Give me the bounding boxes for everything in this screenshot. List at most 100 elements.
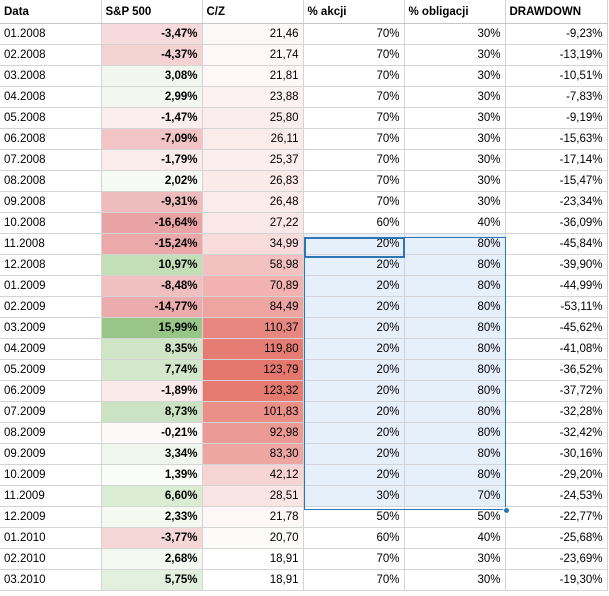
cell-obligacji[interactable]: 30% xyxy=(404,44,506,66)
cell-date[interactable]: 02.2009 xyxy=(0,296,102,318)
cell-drawdown[interactable]: -23,69% xyxy=(505,548,608,570)
cell-cz[interactable]: 26,83 xyxy=(202,170,304,192)
cell-drawdown[interactable]: -36,09% xyxy=(505,212,608,234)
cell-cz[interactable]: 27,22 xyxy=(202,212,304,234)
cell-obligacji[interactable]: 80% xyxy=(404,275,506,297)
cell-drawdown[interactable]: -9,23% xyxy=(505,23,608,45)
cell-sp500[interactable]: 3,34% xyxy=(101,443,203,465)
header-akcji[interactable]: % akcji xyxy=(303,0,405,24)
cell-date[interactable]: 11.2008 xyxy=(0,233,102,255)
cell-akcji[interactable]: 20% xyxy=(303,233,405,255)
cell-date[interactable]: 05.2008 xyxy=(0,107,102,129)
cell-cz[interactable]: 84,49 xyxy=(202,296,304,318)
cell-drawdown[interactable]: -23,34% xyxy=(505,191,608,213)
cell-obligacji[interactable]: 30% xyxy=(404,548,506,570)
cell-cz[interactable]: 25,37 xyxy=(202,149,304,171)
cell-sp500[interactable]: 2,02% xyxy=(101,170,203,192)
cell-sp500[interactable]: -14,77% xyxy=(101,296,203,318)
cell-akcji[interactable]: 20% xyxy=(303,464,405,486)
cell-obligacji[interactable]: 80% xyxy=(404,443,506,465)
cell-sp500[interactable]: 2,33% xyxy=(101,506,203,528)
cell-date[interactable]: 08.2009 xyxy=(0,422,102,444)
cell-cz[interactable]: 26,48 xyxy=(202,191,304,213)
cell-sp500[interactable]: 6,60% xyxy=(101,485,203,507)
cell-date[interactable]: 09.2008 xyxy=(0,191,102,213)
cell-obligacji[interactable]: 80% xyxy=(404,401,506,423)
cell-obligacji[interactable]: 80% xyxy=(404,338,506,360)
cell-date[interactable]: 11.2009 xyxy=(0,485,102,507)
cell-date[interactable]: 07.2008 xyxy=(0,149,102,171)
cell-cz[interactable]: 18,91 xyxy=(202,548,304,570)
cell-date[interactable]: 08.2008 xyxy=(0,170,102,192)
cell-date[interactable]: 04.2008 xyxy=(0,86,102,108)
cell-date[interactable]: 03.2009 xyxy=(0,317,102,339)
cell-akcji[interactable]: 70% xyxy=(303,107,405,129)
cell-sp500[interactable]: -0,21% xyxy=(101,422,203,444)
header-date[interactable]: Data xyxy=(0,0,102,24)
cell-cz[interactable]: 21,46 xyxy=(202,23,304,45)
cell-obligacji[interactable]: 40% xyxy=(404,527,506,549)
cell-obligacji[interactable]: 80% xyxy=(404,233,506,255)
cell-drawdown[interactable]: -39,90% xyxy=(505,254,608,276)
cell-cz[interactable]: 21,81 xyxy=(202,65,304,87)
cell-obligacji[interactable]: 80% xyxy=(404,359,506,381)
cell-akcji[interactable]: 70% xyxy=(303,65,405,87)
cell-date[interactable]: 06.2008 xyxy=(0,128,102,150)
cell-date[interactable]: 01.2009 xyxy=(0,275,102,297)
cell-akcji[interactable]: 20% xyxy=(303,359,405,381)
cell-drawdown[interactable]: -15,47% xyxy=(505,170,608,192)
cell-akcji[interactable]: 70% xyxy=(303,86,405,108)
cell-cz[interactable]: 92,98 xyxy=(202,422,304,444)
cell-date[interactable]: 02.2010 xyxy=(0,548,102,570)
cell-cz[interactable]: 34,99 xyxy=(202,233,304,255)
cell-drawdown[interactable]: -10,51% xyxy=(505,65,608,87)
cell-sp500[interactable]: 10,97% xyxy=(101,254,203,276)
cell-date[interactable]: 01.2008 xyxy=(0,23,102,45)
cell-cz[interactable]: 21,78 xyxy=(202,506,304,528)
cell-sp500[interactable]: 8,35% xyxy=(101,338,203,360)
cell-sp500[interactable]: 8,73% xyxy=(101,401,203,423)
cell-obligacji[interactable]: 80% xyxy=(404,296,506,318)
cell-sp500[interactable]: 5,75% xyxy=(101,569,203,591)
cell-sp500[interactable]: -4,37% xyxy=(101,44,203,66)
cell-akcji[interactable]: 30% xyxy=(303,485,405,507)
cell-akcji[interactable]: 70% xyxy=(303,170,405,192)
cell-sp500[interactable]: 7,74% xyxy=(101,359,203,381)
cell-cz[interactable]: 110,37 xyxy=(202,317,304,339)
cell-sp500[interactable]: -9,31% xyxy=(101,191,203,213)
cell-akcji[interactable]: 70% xyxy=(303,23,405,45)
cell-drawdown[interactable]: -9,19% xyxy=(505,107,608,129)
cell-date[interactable]: 05.2009 xyxy=(0,359,102,381)
cell-cz[interactable]: 58,98 xyxy=(202,254,304,276)
cell-obligacji[interactable]: 30% xyxy=(404,128,506,150)
cell-sp500[interactable]: -3,77% xyxy=(101,527,203,549)
cell-akcji[interactable]: 20% xyxy=(303,275,405,297)
cell-obligacji[interactable]: 30% xyxy=(404,569,506,591)
cell-date[interactable]: 10.2008 xyxy=(0,212,102,234)
cell-akcji[interactable]: 20% xyxy=(303,401,405,423)
cell-drawdown[interactable]: -44,99% xyxy=(505,275,608,297)
cell-drawdown[interactable]: -13,19% xyxy=(505,44,608,66)
cell-akcji[interactable]: 20% xyxy=(303,296,405,318)
cell-drawdown[interactable]: -19,30% xyxy=(505,569,608,591)
cell-sp500[interactable]: -15,24% xyxy=(101,233,203,255)
cell-obligacji[interactable]: 70% xyxy=(404,485,506,507)
cell-obligacji[interactable]: 80% xyxy=(404,254,506,276)
cell-sp500[interactable]: -16,64% xyxy=(101,212,203,234)
cell-cz[interactable]: 18,91 xyxy=(202,569,304,591)
cell-drawdown[interactable]: -15,63% xyxy=(505,128,608,150)
cell-cz[interactable]: 25,80 xyxy=(202,107,304,129)
cell-drawdown[interactable]: -25,68% xyxy=(505,527,608,549)
cell-date[interactable]: 03.2010 xyxy=(0,569,102,591)
cell-sp500[interactable]: 15,99% xyxy=(101,317,203,339)
cell-sp500[interactable]: -7,09% xyxy=(101,128,203,150)
cell-akcji[interactable]: 70% xyxy=(303,548,405,570)
cell-drawdown[interactable]: -22,77% xyxy=(505,506,608,528)
cell-cz[interactable]: 42,12 xyxy=(202,464,304,486)
cell-cz[interactable]: 101,83 xyxy=(202,401,304,423)
cell-obligacji[interactable]: 30% xyxy=(404,65,506,87)
cell-obligacji[interactable]: 30% xyxy=(404,170,506,192)
cell-obligacji[interactable]: 30% xyxy=(404,107,506,129)
cell-sp500[interactable]: 2,68% xyxy=(101,548,203,570)
cell-cz[interactable]: 70,89 xyxy=(202,275,304,297)
